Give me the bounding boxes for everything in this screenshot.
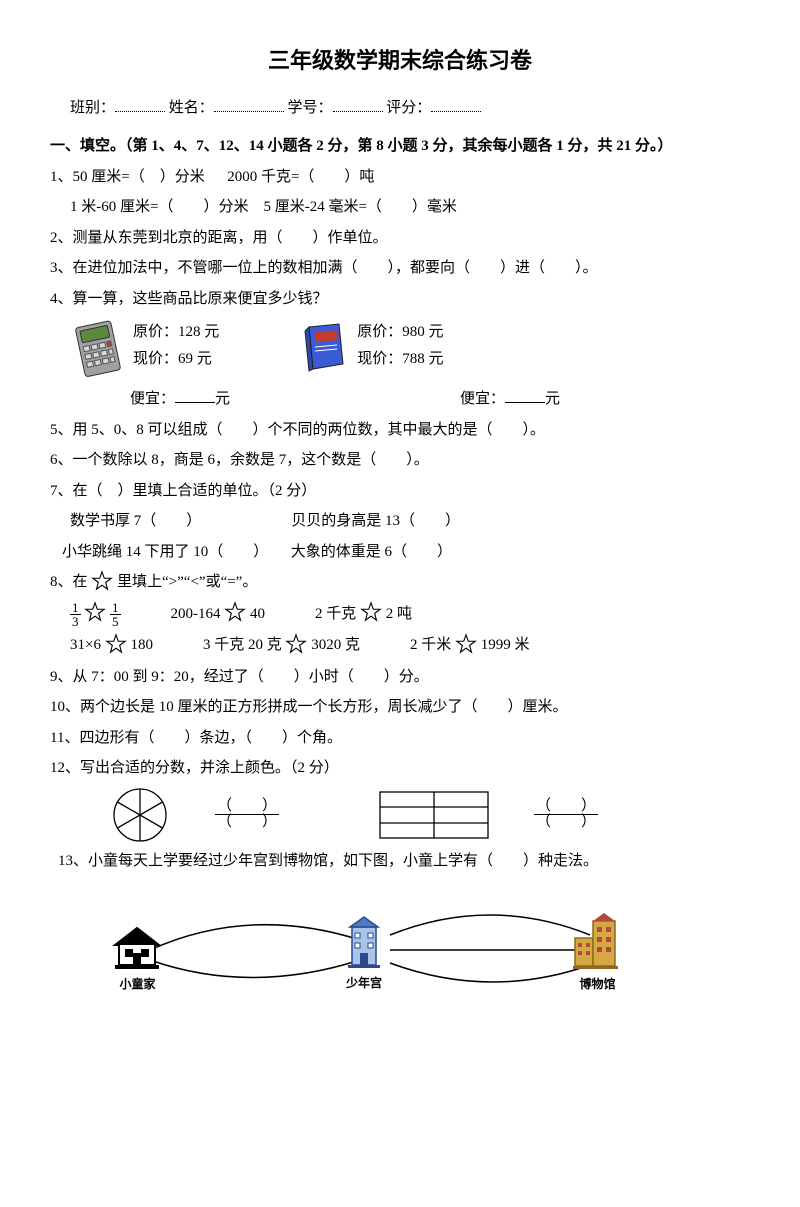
q8: 8、在 里填上“>”“<”或“=”。 xyxy=(50,568,750,597)
calc-orig: 128 元 xyxy=(178,324,219,340)
id-blank xyxy=(333,96,383,112)
name-label: 姓名： xyxy=(169,100,214,116)
q8r1c: 200-164 xyxy=(171,606,221,622)
q7-row1: 数学书厚 7（ ） 贝贝的身高是 13（ ） xyxy=(50,507,750,536)
q1-line2: 1 米-60 厘米=（ ）分米 5 厘米-24 毫米=（ ）毫米 xyxy=(50,193,750,222)
q8r2a: 31×6 xyxy=(70,637,101,653)
book-product: 原价：980 元 现价：788 元 xyxy=(299,319,443,374)
palace-icon xyxy=(340,915,388,970)
q8r2e: 2 千米 xyxy=(410,637,451,653)
page-title: 三年级数学期末综合练习卷 xyxy=(50,40,750,82)
palace-label: 少年宫 xyxy=(346,976,382,990)
star-icon xyxy=(105,633,127,655)
q8r1f: 2 吨 xyxy=(386,606,412,622)
cheap-label2: 便宜： xyxy=(460,391,505,407)
star-icon xyxy=(224,601,246,623)
q1a: 1、50 厘米=（ ）分米 xyxy=(50,169,205,185)
q2: 2、测量从东莞到北京的距离，用（ ）作单位。 xyxy=(50,224,750,253)
student-info: 班别： 姓名： 学号： 评分： xyxy=(50,94,750,123)
now-label: 现价： xyxy=(133,351,178,367)
frac-blank-2: （ ）（ ） xyxy=(534,799,598,830)
orig-label: 原价： xyxy=(133,324,178,340)
q7: 7、在（ ）里填上合适的单位。（2 分） xyxy=(50,477,750,506)
calculator-icon xyxy=(70,319,125,379)
q12-figures: （ ）（ ） （ ）（ ） xyxy=(50,785,750,845)
products: 原价：128 元 现价：69 元 原价：980 元 现价：788 元 xyxy=(50,319,750,379)
q1d: 5 厘米-24 毫米=（ ）毫米 xyxy=(263,199,456,215)
star-icon xyxy=(84,601,106,623)
grid-rect-icon xyxy=(379,791,489,839)
star-icon xyxy=(285,633,307,655)
q8r1d: 40 xyxy=(250,606,265,622)
frac-1-5: 15 xyxy=(110,601,121,628)
pie-circle-icon xyxy=(110,785,170,845)
palace-node: 少年宫 xyxy=(340,915,388,995)
q7d: 大象的体重是 6（ ） xyxy=(291,544,452,560)
q10: 10、两个边长是 10 厘米的正方形拼成一个长方形，周长减少了（ ）厘米。 xyxy=(50,693,750,722)
score-label: 评分： xyxy=(386,100,431,116)
q11: 11、四边形有（ ）条边，（ ）个角。 xyxy=(50,724,750,753)
star-icon xyxy=(455,633,477,655)
frac-blank-1: （ ）（ ） xyxy=(215,799,279,830)
calc-now: 69 元 xyxy=(178,351,212,367)
cheap-blank1 xyxy=(175,387,215,403)
q7a: 数学书厚 7（ ） xyxy=(70,507,201,536)
yuan1: 元 xyxy=(215,391,230,407)
q7c: 小华跳绳 14 下用了 10（ ） xyxy=(62,544,268,560)
q9: 9、从 7：00 到 9：20，经过了（ ）小时（ ）分。 xyxy=(50,663,750,692)
q5: 5、用 5、0、8 可以组成（ ）个不同的两位数，其中最大的是（ ）。 xyxy=(50,416,750,445)
q8-suffix: 里填上“>”“<”或“=”。 xyxy=(117,574,257,590)
q7b: 贝贝的身高是 13（ ） xyxy=(291,507,460,536)
q8-row1: 13 15 200-164 40 2 千克 2 吨 xyxy=(50,600,750,629)
q1-line1: 1、50 厘米=（ ）分米 2000 千克=（ ）吨 xyxy=(50,163,750,192)
museum-icon xyxy=(570,913,625,971)
star-icon xyxy=(91,570,113,592)
class-blank xyxy=(115,96,165,112)
name-blank xyxy=(214,96,284,112)
q8-prefix: 8、在 xyxy=(50,574,88,590)
q13: 13、小童每天上学要经过少年宫到博物馆，如下图，小童上学有（ ）种走法。 xyxy=(50,847,750,876)
q8r2d: 3020 克 xyxy=(311,637,360,653)
q8r2f: 1999 米 xyxy=(481,637,530,653)
q4: 4、算一算，这些商品比原来便宜多少钱？ xyxy=(50,285,750,314)
calculator-product: 原价：128 元 现价：69 元 xyxy=(70,319,219,379)
class-label: 班别： xyxy=(70,100,115,116)
q8r2b: 180 xyxy=(130,637,153,653)
q1b: 2000 千克=（ ）吨 xyxy=(227,169,374,185)
score-blank xyxy=(431,96,481,112)
q8r2c: 3 千克 20 克 xyxy=(203,637,282,653)
book-now: 788 元 xyxy=(402,351,443,367)
museum-label: 博物馆 xyxy=(579,977,615,991)
home-label: 小童家 xyxy=(119,977,155,991)
id-label: 学号： xyxy=(288,100,333,116)
museum-node: 博物馆 xyxy=(570,913,625,996)
cheap-label1: 便宜： xyxy=(130,391,175,407)
q3: 3、在进位加法中，不管哪一位上的数相加满（ ），都要向（ ）进（ ）。 xyxy=(50,254,750,283)
yuan2: 元 xyxy=(545,391,560,407)
orig-label2: 原价： xyxy=(357,324,402,340)
q7-row2: 小华跳绳 14 下用了 10（ ） 大象的体重是 6（ ） xyxy=(50,538,750,567)
cheap-row: 便宜： 元 便宜： 元 xyxy=(50,385,750,414)
now-label2: 现价： xyxy=(357,351,402,367)
house-icon xyxy=(110,923,165,971)
frac-1-3: 13 xyxy=(70,601,81,628)
q12: 12、写出合适的分数，并涂上颜色。（2 分） xyxy=(50,754,750,783)
q8r1e: 2 千克 xyxy=(315,606,356,622)
section-heading: 一、填空。（第 1、4、7、12、14 小题各 2 分，第 8 小题 3 分，其… xyxy=(50,132,750,161)
star-icon xyxy=(360,601,382,623)
route-diagram: 小童家 少年宫 xyxy=(50,885,750,1015)
q6: 6、一个数除以 8，商是 6，余数是 7，这个数是（ ）。 xyxy=(50,446,750,475)
q8-row2: 31×6 180 3 千克 20 克 3020 克 2 千米 1999 米 xyxy=(50,631,750,660)
cheap-blank2 xyxy=(505,387,545,403)
q1c: 1 米-60 厘米=（ ）分米 xyxy=(70,199,248,215)
book-orig: 980 元 xyxy=(402,324,443,340)
home-node: 小童家 xyxy=(110,923,165,996)
book-icon xyxy=(299,319,349,374)
